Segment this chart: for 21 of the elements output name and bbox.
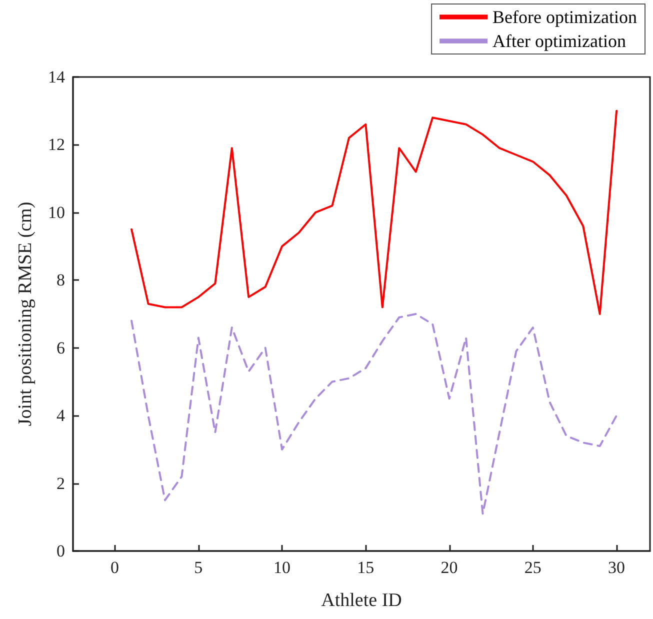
y-tick-label: 14 — [48, 68, 66, 86]
y-tick-label: 10 — [48, 202, 65, 222]
y-axis-title: Joint positioning RMSE (cm) — [15, 202, 36, 426]
y-tick-label: 6 — [56, 338, 65, 358]
x-axis-title: Athlete ID — [321, 590, 402, 611]
y-tick-label: 12 — [48, 135, 65, 154]
x-tick-label: 15 — [357, 558, 374, 577]
legend-label: After optimization — [492, 31, 626, 51]
x-tick-label: 20 — [440, 558, 458, 577]
x-tick-label: 10 — [274, 558, 291, 577]
line-series — [130, 110, 618, 315]
y-tick-label: 4 — [56, 406, 66, 426]
x-tick-label: 0 — [110, 558, 120, 577]
y-tick-label: 8 — [56, 270, 65, 290]
y-tick-label: 2 — [56, 474, 65, 493]
y-tick-label: 0 — [56, 542, 65, 560]
x-tick-label: 5 — [194, 558, 203, 577]
legend-label: Before optimization — [492, 7, 638, 27]
x-tick-label: 30 — [608, 558, 626, 577]
x-tick-label: 25 — [524, 558, 542, 577]
line-series — [130, 313, 618, 515]
